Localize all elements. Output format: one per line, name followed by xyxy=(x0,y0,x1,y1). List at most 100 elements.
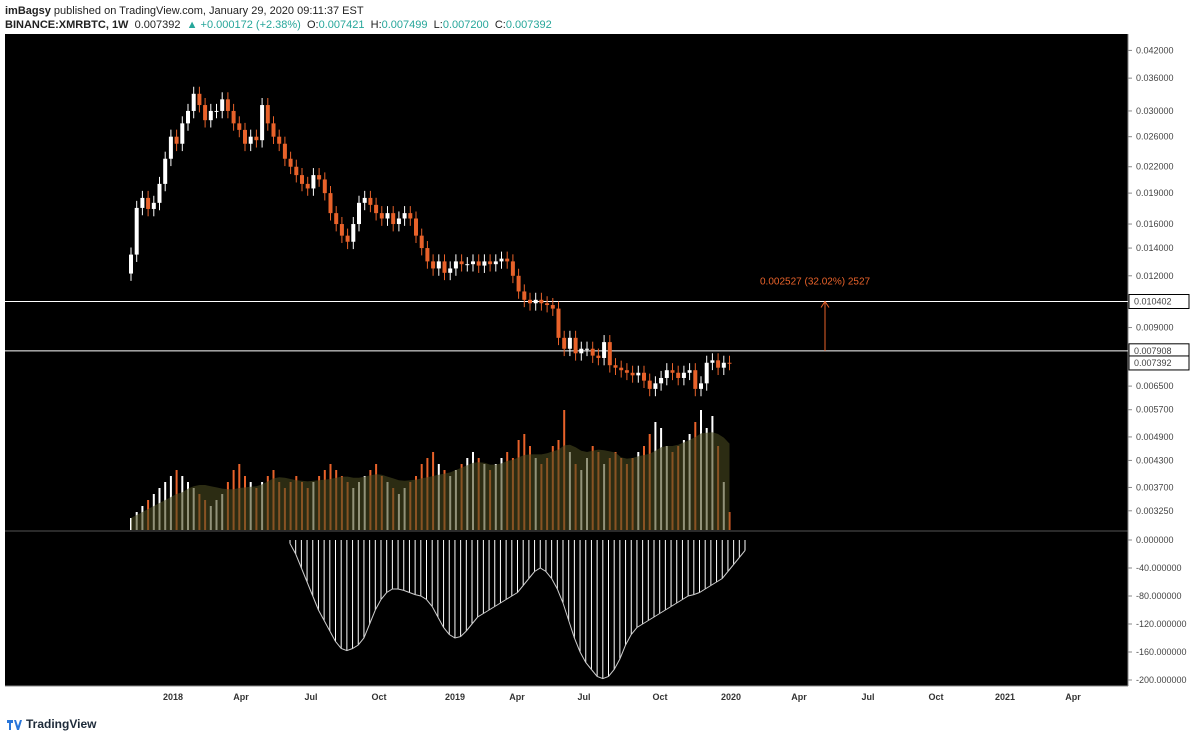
candle-body xyxy=(533,299,538,304)
candle-body xyxy=(248,136,253,144)
volume-ma-area xyxy=(131,432,730,530)
candle-body xyxy=(704,362,709,384)
osc-tick-label: -120.000000 xyxy=(1136,619,1187,629)
candle-body xyxy=(590,348,595,356)
candle-body xyxy=(636,372,641,376)
candle-body xyxy=(431,261,436,269)
price-tick-label: 0.026000 xyxy=(1136,132,1174,142)
candle-body xyxy=(419,235,424,249)
candle-body xyxy=(408,213,413,219)
measure-arrowhead xyxy=(820,300,830,308)
candle-body xyxy=(493,261,498,265)
author-name[interactable]: imBagsy xyxy=(5,5,51,17)
time-tick-label: 2018 xyxy=(163,692,183,702)
low-value: 0.007200 xyxy=(442,19,489,31)
price-tick-label: 0.004900 xyxy=(1136,432,1174,442)
candle-body xyxy=(602,342,607,358)
candle-body xyxy=(687,370,692,373)
close-value: 0.007392 xyxy=(505,19,552,31)
candle-body xyxy=(539,299,544,304)
candle-body xyxy=(442,261,447,273)
candle-body xyxy=(391,213,396,225)
candle-body xyxy=(368,197,373,205)
price-axis-label-box xyxy=(1128,355,1190,371)
candle-body xyxy=(168,136,173,159)
time-tick-label: Apr xyxy=(233,692,249,702)
osc-tick-label: -160.000000 xyxy=(1136,647,1187,657)
symbol-label[interactable]: BINANCE:XMRBTC, 1W xyxy=(5,19,129,31)
candle-body xyxy=(710,360,715,363)
time-tick-label: Jul xyxy=(304,692,317,702)
candle-body xyxy=(653,383,658,389)
candle-body xyxy=(237,123,242,130)
osc-line xyxy=(289,543,746,680)
time-tick-label: Jul xyxy=(861,692,874,702)
oscillator-pane[interactable] xyxy=(5,531,1128,686)
candle-body xyxy=(567,337,572,349)
candle-body xyxy=(699,383,703,389)
candle-body xyxy=(385,213,390,219)
price-tick-label: 0.012000 xyxy=(1136,271,1174,281)
candle-body xyxy=(140,197,145,208)
candle-body xyxy=(260,105,265,141)
candle-body xyxy=(197,93,202,106)
price-tick-label: 0.030000 xyxy=(1136,106,1174,116)
candle-body xyxy=(311,175,316,189)
price-tick-label: 0.042000 xyxy=(1136,45,1174,55)
candle-body xyxy=(231,110,236,124)
candle-body xyxy=(624,370,629,373)
candle-body xyxy=(277,136,282,144)
osc-tick-label: -40.000000 xyxy=(1136,563,1182,573)
price-tick-label: 0.036000 xyxy=(1136,73,1174,83)
candle-body xyxy=(282,143,287,159)
candle-body xyxy=(374,204,379,214)
open-value: 0.007421 xyxy=(318,19,365,31)
candle-body xyxy=(516,275,521,292)
price-tick-label: 0.016000 xyxy=(1136,219,1174,229)
price-tick-label: 0.014000 xyxy=(1136,243,1174,253)
candle-body xyxy=(505,258,510,262)
candle-body xyxy=(550,305,555,309)
time-tick-label: Apr xyxy=(791,692,807,702)
price-layer: 0.002527 (32.02%) 2527 xyxy=(5,86,1128,680)
candle-body xyxy=(522,291,527,300)
candle-body xyxy=(191,93,196,111)
candle-body xyxy=(180,123,185,144)
publish-line: imBagsy published on TradingView.com, Ja… xyxy=(5,5,364,17)
candle-body xyxy=(693,370,698,389)
candle-body xyxy=(528,299,532,304)
osc-tick-label: -200.000000 xyxy=(1136,675,1187,685)
candle-body xyxy=(556,308,561,338)
candle-body xyxy=(402,213,407,219)
price-axis-label: 0.007908 xyxy=(1134,346,1172,356)
time-tick-label: Apr xyxy=(1065,692,1081,702)
candle-body xyxy=(607,342,612,366)
candle-body xyxy=(157,183,162,203)
candle-body xyxy=(225,99,230,111)
candle-body xyxy=(129,254,133,274)
candle-body xyxy=(453,261,458,269)
candle-body xyxy=(573,337,578,354)
publish-text: published on TradingView.com, January 29… xyxy=(53,5,364,17)
candle-body xyxy=(300,175,304,184)
close-label: C: xyxy=(494,19,506,31)
price-tick-label: 0.003250 xyxy=(1136,506,1174,516)
candle-body xyxy=(659,377,664,384)
candle-body xyxy=(214,110,219,112)
tradingview-brand[interactable]: TradingView xyxy=(26,717,97,731)
change-arrow-icon: ▲ xyxy=(186,19,198,31)
candle-body xyxy=(499,258,504,262)
candle-body xyxy=(482,261,487,266)
candle-body xyxy=(414,218,418,236)
candle-body xyxy=(459,261,464,265)
candle-body xyxy=(186,110,190,124)
candle-body xyxy=(243,129,247,144)
candle-body xyxy=(562,337,567,349)
candle-body xyxy=(670,370,675,373)
candle-body xyxy=(151,202,156,209)
candle-body xyxy=(476,261,481,266)
price-tick-label: 0.003700 xyxy=(1136,482,1174,492)
candle-body xyxy=(676,372,681,378)
candle-body xyxy=(630,372,635,376)
